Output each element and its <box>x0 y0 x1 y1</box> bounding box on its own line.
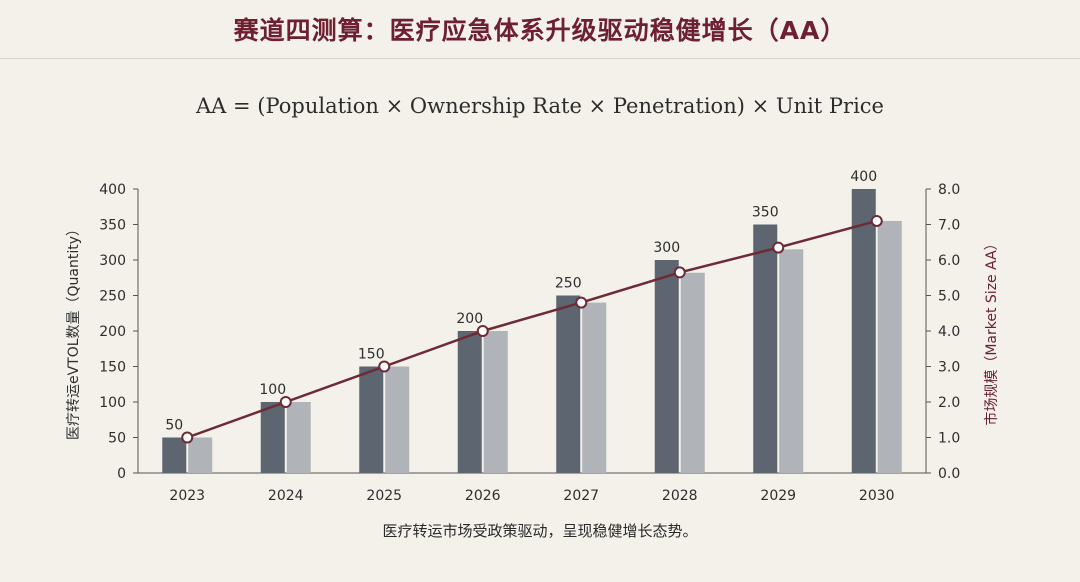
data-label: 350 <box>752 205 779 221</box>
right-tick-label: 0.0 <box>938 466 960 482</box>
right-tick-label: 7.0 <box>938 218 960 234</box>
footnote: 医疗转运市场受政策驱动，呈现稳健增长态势。 <box>382 522 698 540</box>
line-point <box>476 325 489 337</box>
right-tick-label: 5.0 <box>938 289 960 305</box>
bar-dark <box>260 402 285 473</box>
x-tick-label: 2026 <box>465 488 501 504</box>
right-tick-label: 6.0 <box>938 253 960 269</box>
line-point <box>575 296 588 309</box>
bar-light <box>582 302 607 473</box>
data-label: 200 <box>456 311 483 327</box>
x-tick-label: 2025 <box>366 488 402 504</box>
bar-light <box>483 331 508 473</box>
bar-dark <box>851 189 876 473</box>
bar-dark <box>654 260 679 473</box>
bar-dark <box>753 224 778 473</box>
line-point <box>772 241 785 254</box>
left-tick-label: 400 <box>99 182 126 198</box>
right-tick-label: 2.0 <box>938 395 960 411</box>
left-tick-label: 150 <box>99 360 126 376</box>
x-tick-label: 2030 <box>859 488 895 504</box>
line-point <box>181 431 194 444</box>
chart-labels: 50 100 150 200 250 300 350 400 <box>165 169 877 434</box>
left-tick-label: 50 <box>108 431 126 447</box>
title-bar: 赛道四测算：医疗应急体系升级驱动稳健增长（AA） <box>0 0 1080 59</box>
formula-text: AA = (Population × Ownership Rate × Pene… <box>196 94 884 118</box>
bar-dark <box>556 295 581 473</box>
left-tick-label: 0 <box>117 466 126 482</box>
y-axis-title-left: 医疗转运eVTOL数量（Quantity） <box>66 222 82 440</box>
data-label: 150 <box>358 347 385 363</box>
left-tick-label: 200 <box>99 324 126 340</box>
y-axis-title-right: 市场规模（Market Size AA） <box>983 236 1000 425</box>
left-tick-label: 300 <box>99 253 126 269</box>
chart-axes: 0 50 100 150 200 250 300 350 400 0.0 1.0 2.0 3.0 4.0 5… <box>66 182 1000 504</box>
data-label: 50 <box>165 418 183 434</box>
bar-light <box>286 402 311 473</box>
page-title: 赛道四测算：医疗应急体系升级驱动稳健增长（AA） <box>233 16 847 45</box>
right-tick-label: 8.0 <box>938 182 960 198</box>
data-label: 400 <box>850 169 877 185</box>
bar-dark <box>162 437 187 473</box>
x-tick-label: 2024 <box>268 488 304 504</box>
x-tick-label: 2029 <box>760 488 796 504</box>
right-tick-label: 3.0 <box>938 360 960 376</box>
x-tick-label: 2023 <box>169 488 205 504</box>
data-label: 250 <box>555 276 582 292</box>
bar-light <box>877 220 902 473</box>
chart-bars <box>162 189 902 473</box>
data-label: 300 <box>653 240 680 256</box>
line-point <box>378 360 391 373</box>
x-tick-label: 2028 <box>662 488 698 504</box>
bar-dark <box>457 331 482 473</box>
right-tick-label: 4.0 <box>938 324 960 340</box>
bar-light <box>680 272 705 473</box>
line-point <box>673 266 686 279</box>
bar-dark <box>359 366 384 473</box>
line-point <box>279 396 292 408</box>
bar-light <box>779 249 804 473</box>
x-tick-label: 2027 <box>563 488 599 504</box>
bar-light <box>188 437 213 473</box>
bar-light <box>385 366 410 473</box>
market-size-line <box>186 219 878 439</box>
data-label: 100 <box>259 382 286 398</box>
left-tick-label: 350 <box>99 218 126 234</box>
chart-line <box>181 214 883 444</box>
right-tick-label: 1.0 <box>938 431 960 447</box>
left-tick-label: 250 <box>99 289 126 305</box>
line-point <box>870 214 883 227</box>
left-tick-label: 100 <box>99 395 126 411</box>
